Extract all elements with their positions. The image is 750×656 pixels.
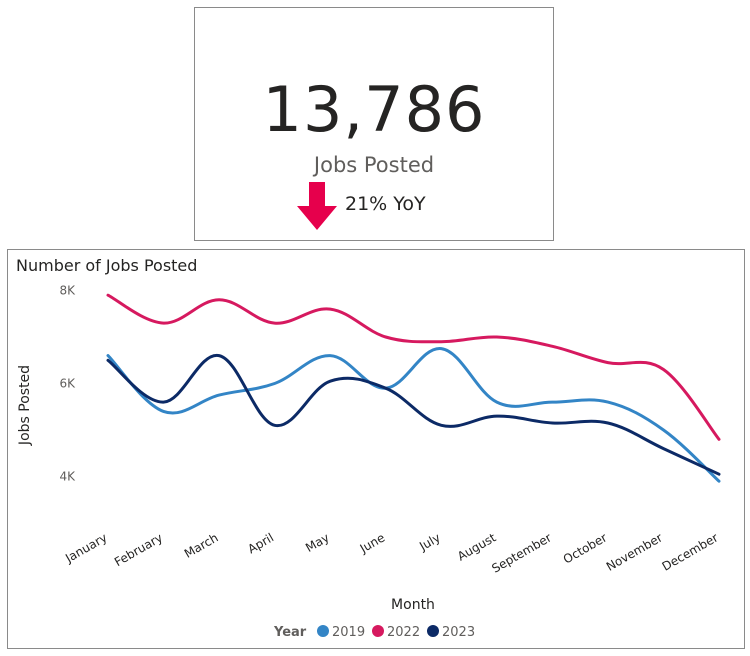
line-chart-card[interactable]: Number of Jobs Posted 4K 6K 8K January Febr… <box>7 249 745 649</box>
legend: Year 2019 2022 2023 <box>273 625 475 640</box>
legend-marker <box>317 625 329 637</box>
line-chart: Number of Jobs Posted 4K 6K 8K January Febr… <box>16 256 721 640</box>
kpi-label: Jobs Posted <box>313 153 435 177</box>
x-tick-label: September <box>489 530 553 575</box>
series-line-2022[interactable] <box>106 293 721 441</box>
legend-marker <box>372 625 384 637</box>
x-axis-title: Month <box>391 597 435 613</box>
legend-label: 2023 <box>442 625 475 640</box>
y-axis-title: Jobs Posted <box>17 365 33 446</box>
y-tick-label: 6K <box>59 377 76 391</box>
series-line-2019[interactable] <box>106 347 721 483</box>
x-tick-label: November <box>604 530 665 573</box>
kpi-trend: 21% YoY <box>295 180 495 232</box>
arrow-down-icon <box>297 182 337 230</box>
legend-item-2023[interactable]: 2023 <box>427 625 475 640</box>
y-tick-label: 8K <box>59 284 76 298</box>
legend-item-2019[interactable]: 2019 <box>317 625 365 640</box>
series-line-2023[interactable] <box>106 354 721 476</box>
x-tick-label: April <box>245 530 276 556</box>
kpi-card[interactable]: 13,786 Jobs Posted 21% YoY <box>194 7 554 241</box>
x-tick-label: July <box>416 530 443 553</box>
kpi-value: 13,786 <box>262 73 486 146</box>
x-tick-label: May <box>303 530 331 555</box>
legend-label: 2019 <box>332 625 365 640</box>
legend-item-2022[interactable]: 2022 <box>372 625 420 640</box>
y-tick-label: 4K <box>59 470 76 484</box>
x-tick-label: January <box>62 530 109 565</box>
legend-label: 2022 <box>387 625 420 640</box>
x-tick-label: February <box>112 530 165 569</box>
x-tick-label: December <box>660 530 721 573</box>
legend-title: Year <box>273 625 307 640</box>
trend-text: 21% YoY <box>345 193 426 215</box>
x-tick-label: October <box>561 530 610 566</box>
chart-title: Number of Jobs Posted <box>16 256 197 275</box>
x-tick-label: August <box>455 530 499 563</box>
x-tick-label: March <box>182 530 221 560</box>
legend-marker <box>427 625 439 637</box>
x-tick-label: June <box>357 530 388 556</box>
